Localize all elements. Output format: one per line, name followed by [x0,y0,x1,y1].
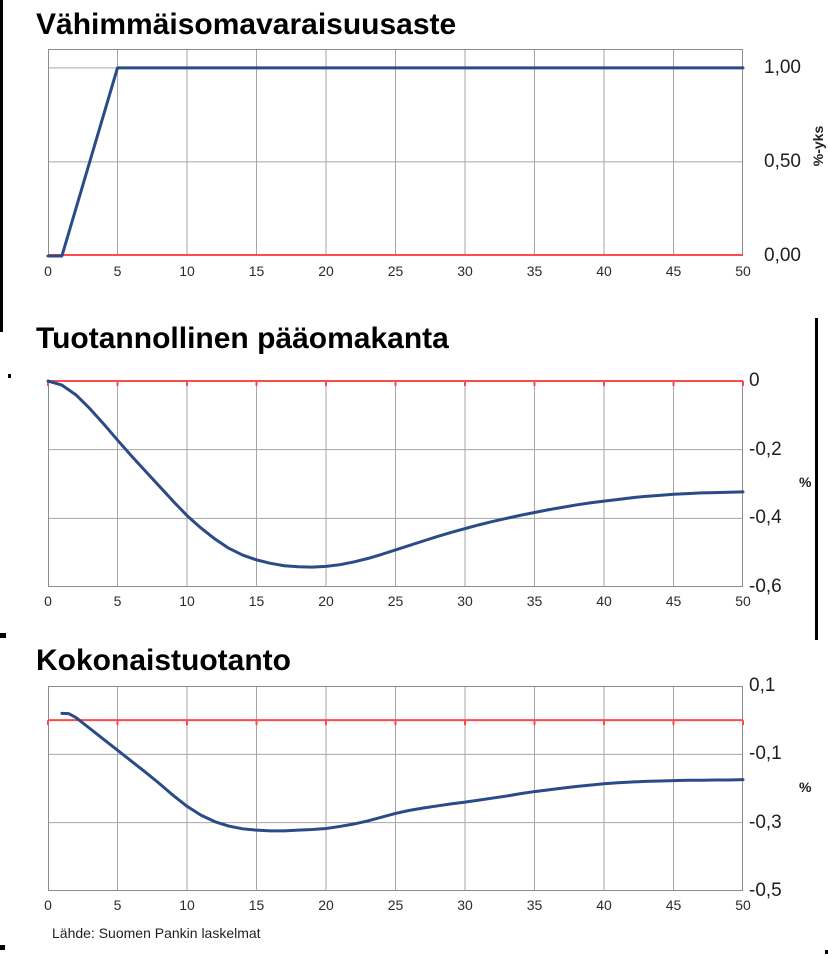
x-axis-tick-label: 35 [526,897,543,913]
x-axis-tick-label: 35 [526,263,543,279]
x-axis-tick-label: 25 [387,593,404,609]
x-axis-tick-label: 35 [526,593,543,609]
y-axis-tick-label: -0,3 [749,811,782,833]
x-axis-tick-label: 40 [596,897,612,913]
scan-artifact [825,950,828,954]
x-axis-tick-label: 50 [735,263,751,279]
x-axis-tick-label: 15 [248,263,265,279]
y-axis-tick-label: -0,1 [749,743,782,765]
y-axis-tick-label: 1,00 [764,56,801,78]
y-axis-tick-label: 0,1 [749,675,776,696]
x-axis-tick-label: 15 [248,593,265,609]
scan-artifact [0,945,5,950]
y-axis-tick-label: -0,6 [749,576,782,597]
scan-artifact [8,374,11,378]
chart-title-capital-stock: Tuotannollinen pääomakanta [36,322,449,355]
plot-area-capital-stock [46,379,745,587]
y-axis-tick-label: 0,00 [764,245,801,266]
x-axis-tick-label: 50 [735,593,751,609]
scan-artifact [0,633,6,638]
series-line [46,66,745,258]
y-axis-unit-label: % [799,779,812,795]
y-axis-tick-label: -0,5 [749,880,782,901]
x-axis-tick-label: 50 [735,897,751,913]
scan-artifact [0,0,3,332]
x-axis-tick-label: 30 [457,593,473,609]
chart-title-leverage-ratio: Vähimmäisomavaraisuusaste [36,8,457,41]
x-axis-tick-label: 0 [44,593,52,609]
x-axis-tick-label: 30 [457,897,473,913]
x-axis-tick-label: 20 [318,593,334,609]
x-axis-tick-label: 40 [596,263,612,279]
x-axis-tick-label: 25 [387,897,404,913]
source-note: Lähde: Suomen Pankin laskelmat [52,925,261,941]
y-axis-unit-label: %-yks [810,125,827,167]
x-axis-tick-label: 15 [248,897,265,913]
y-axis-tick-label: -0,2 [749,438,782,460]
y-axis-tick-label: 0,50 [764,150,801,172]
plot-area-leverage-ratio [46,49,745,258]
y-axis-tick-label: 0 [749,370,760,391]
x-axis-tick-label: 45 [665,263,682,279]
series-line [60,711,745,833]
x-axis-tick-label: 10 [179,897,195,913]
x-axis-tick-label: 5 [113,593,122,609]
x-axis-tick-label: 10 [179,263,195,279]
x-axis-tick-label: 30 [457,263,473,279]
x-axis-tick-label: 10 [179,593,195,609]
x-axis-tick-label: 0 [44,897,52,913]
chart-title-total-output: Kokonaistuotanto [36,644,291,677]
series-line [46,379,745,569]
x-axis-tick-label: 20 [318,263,334,279]
x-axis-tick-label: 20 [318,897,334,913]
x-axis-tick-label: 5 [113,897,122,913]
x-axis-tick-label: 45 [665,897,682,913]
y-axis-unit-label: % [799,474,812,490]
y-axis-tick-label: -0,4 [749,507,782,529]
x-axis-tick-label: 25 [387,263,404,279]
plot-area-total-output [47,686,745,891]
x-axis-tick-label: 45 [665,593,682,609]
x-axis-tick-label: 5 [113,263,122,279]
scan-artifact [815,318,818,640]
x-axis-tick-label: 0 [44,263,52,279]
x-axis-tick-label: 40 [596,593,612,609]
